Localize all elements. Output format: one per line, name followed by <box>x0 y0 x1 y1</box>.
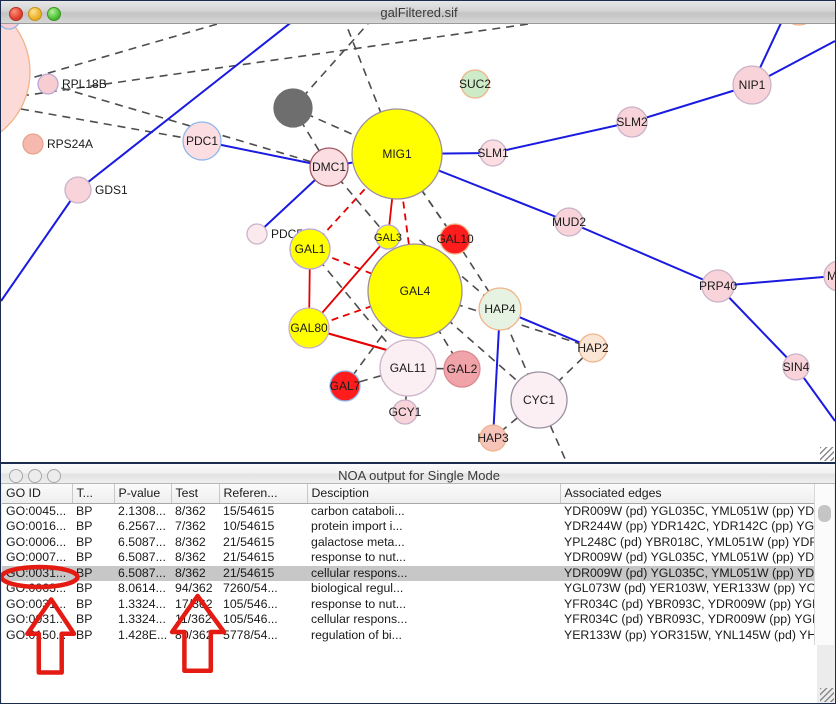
svg-text:GCY1: GCY1 <box>389 405 422 419</box>
svg-text:NIP1: NIP1 <box>739 78 766 92</box>
svg-text:CYC1: CYC1 <box>523 393 555 407</box>
svg-text:MUD2: MUD2 <box>552 215 586 229</box>
svg-text:SLM2: SLM2 <box>616 115 648 129</box>
svg-text:HAP4: HAP4 <box>484 302 516 316</box>
svg-text:SIN4: SIN4 <box>783 360 810 374</box>
svg-text:GAL11: GAL11 <box>390 361 427 375</box>
svg-text:SUC2: SUC2 <box>459 77 491 91</box>
svg-text:GAL1: GAL1 <box>295 242 326 256</box>
svg-text:PDC1: PDC1 <box>186 134 218 148</box>
svg-text:HAP2: HAP2 <box>577 341 609 355</box>
svg-text:HAP3: HAP3 <box>477 431 509 445</box>
svg-text:PRP40: PRP40 <box>699 279 737 293</box>
svg-text:GAL7: GAL7 <box>330 379 361 393</box>
svg-text:MSI: MSI <box>827 269 835 283</box>
svg-text:GAL4: GAL4 <box>400 284 431 298</box>
svg-text:SLM1: SLM1 <box>477 146 509 160</box>
svg-text:GDS1: GDS1 <box>95 183 128 197</box>
svg-text:RPS24A: RPS24A <box>47 137 93 151</box>
svg-text:DMC1: DMC1 <box>312 160 346 174</box>
svg-text:RPL18B: RPL18B <box>62 77 107 91</box>
svg-text:MIG1: MIG1 <box>382 147 412 161</box>
svg-text:GAL2: GAL2 <box>447 362 478 376</box>
svg-text:GAL80: GAL80 <box>290 321 328 335</box>
svg-text:GAL3: GAL3 <box>374 232 402 244</box>
svg-text:GAL10: GAL10 <box>436 232 474 246</box>
